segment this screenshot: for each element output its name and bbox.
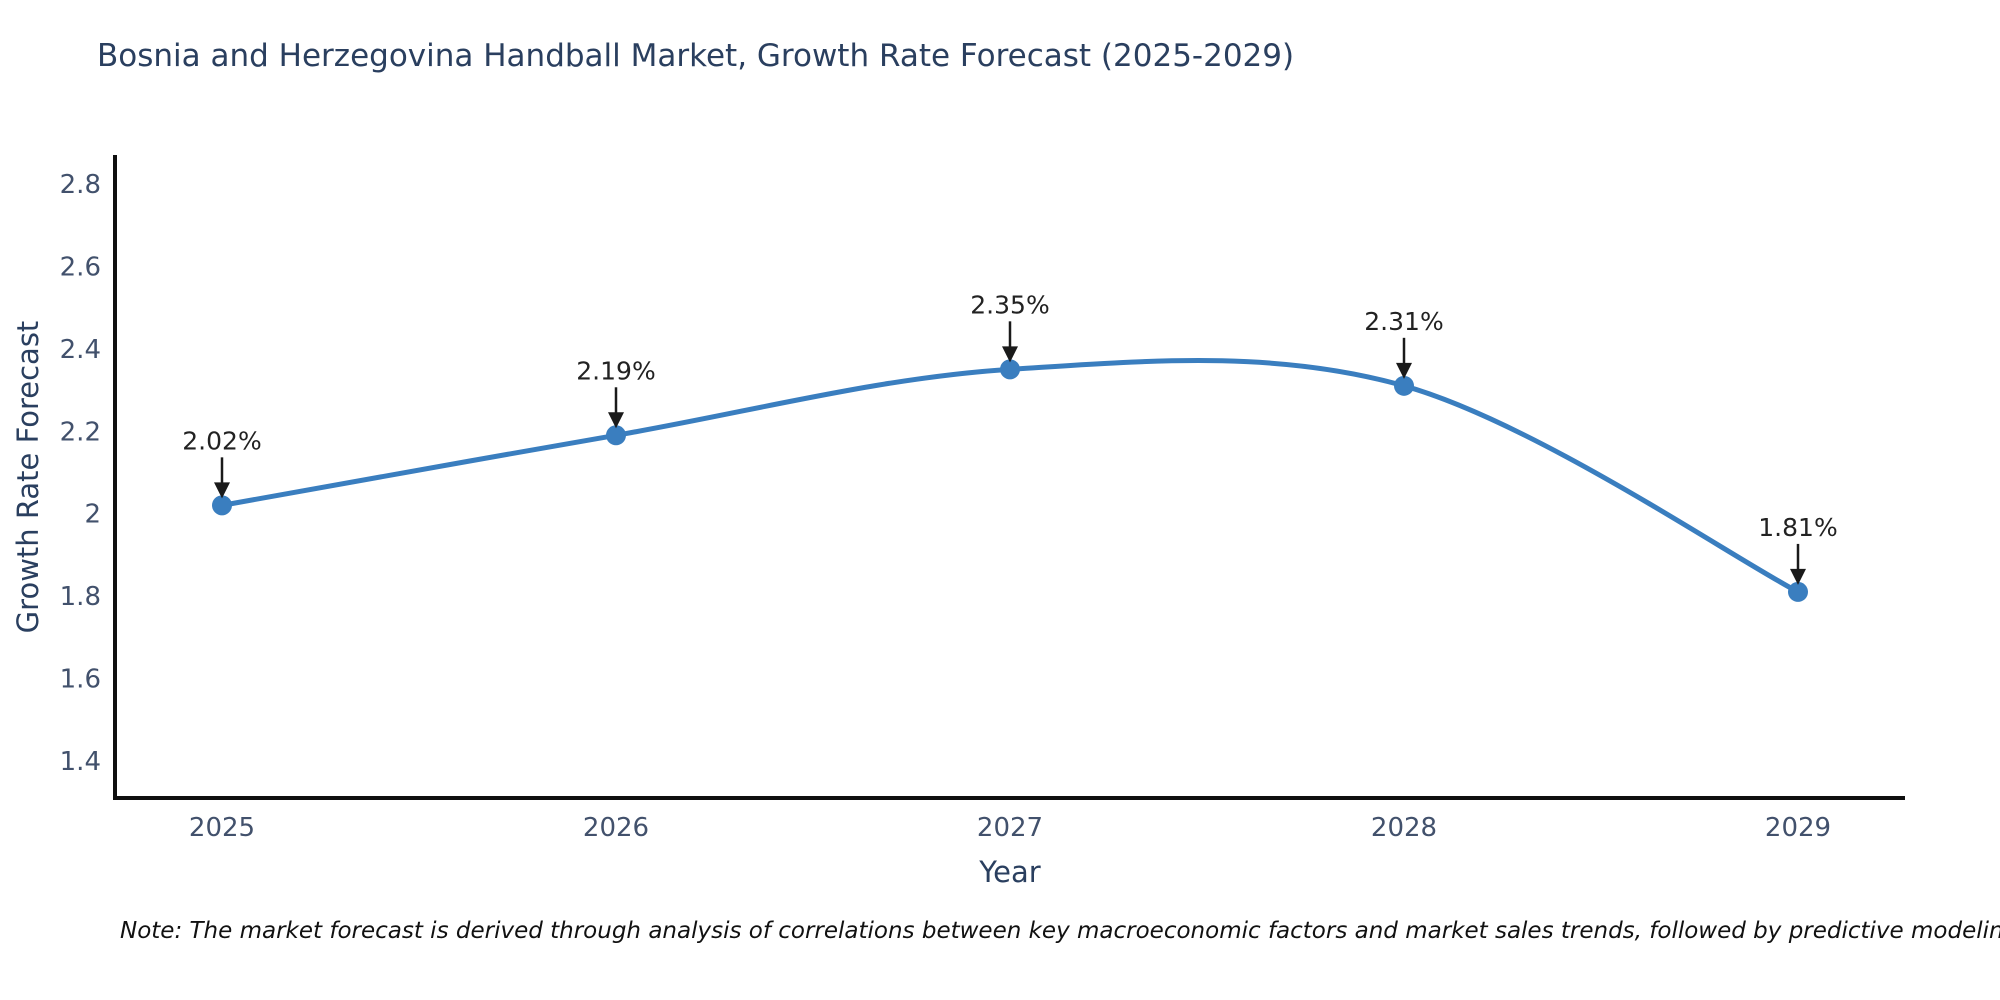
y-tick-label: 1.8 bbox=[60, 582, 101, 612]
point-annotation: 2.35% bbox=[970, 290, 1049, 319]
x-tick-label: 2029 bbox=[1765, 813, 1831, 843]
annotation-arrow-head bbox=[1396, 362, 1412, 379]
point-annotation: 1.81% bbox=[1758, 513, 1837, 542]
x-tick-label: 2025 bbox=[189, 813, 255, 843]
x-tick-label: 2026 bbox=[583, 813, 649, 843]
point-annotation: 2.02% bbox=[182, 426, 261, 455]
data-point-marker[interactable] bbox=[1788, 581, 1808, 602]
x-axis-title: Year bbox=[978, 855, 1040, 889]
y-tick-label: 2.6 bbox=[60, 252, 101, 282]
x-tick-label: 2027 bbox=[977, 813, 1043, 843]
annotation-arrow-head bbox=[608, 412, 624, 429]
y-tick-label: 2.8 bbox=[60, 170, 101, 200]
y-axis-title: Growth Rate Forecast bbox=[11, 321, 45, 634]
point-annotation: 2.19% bbox=[576, 356, 655, 385]
data-point-marker[interactable] bbox=[1000, 359, 1020, 380]
data-point-marker[interactable] bbox=[606, 425, 626, 446]
data-point-marker[interactable] bbox=[212, 495, 232, 516]
footnote: Note: The market forecast is derived thr… bbox=[120, 918, 2000, 944]
chart-title: Bosnia and Herzegovina Handball Market, … bbox=[97, 38, 1294, 74]
plot-area: 1.4 1.6 1.8 2 2.2 2.4 2.6 2.8 2025 2026 2027 2028 20… bbox=[60, 155, 1905, 843]
x-tick-label: 2028 bbox=[1371, 813, 1437, 843]
annotation-arrow-head bbox=[1002, 346, 1018, 363]
y-tick-label: 2.2 bbox=[60, 417, 101, 447]
annotation-arrow-head bbox=[214, 482, 230, 499]
forecast-line bbox=[219, 358, 1801, 595]
y-tick-label: 2 bbox=[84, 500, 101, 530]
point-annotation: 2.31% bbox=[1364, 307, 1443, 336]
y-tick-label: 1.6 bbox=[60, 665, 101, 695]
data-point-marker[interactable] bbox=[1394, 375, 1414, 396]
annotation-arrow-head bbox=[1790, 568, 1806, 585]
y-tick-label: 1.4 bbox=[60, 747, 101, 777]
y-tick-label: 2.4 bbox=[60, 335, 101, 365]
